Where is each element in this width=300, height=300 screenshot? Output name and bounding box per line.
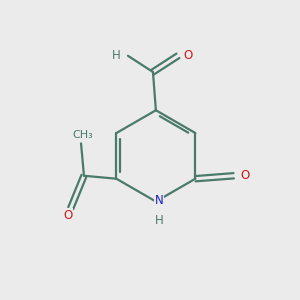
- Text: O: O: [63, 209, 72, 222]
- Text: CH₃: CH₃: [72, 130, 93, 140]
- Text: O: O: [240, 169, 249, 182]
- Text: H: H: [112, 49, 121, 62]
- Text: N: N: [154, 194, 163, 207]
- Text: O: O: [183, 49, 193, 62]
- Text: H: H: [154, 214, 163, 227]
